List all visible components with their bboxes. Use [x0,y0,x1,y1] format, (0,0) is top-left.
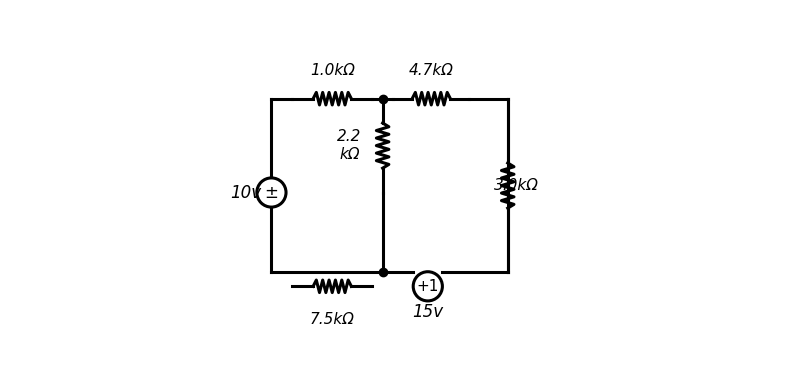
Text: 2.2
kΩ: 2.2 kΩ [338,129,362,162]
Text: ±: ± [265,184,278,201]
Text: 10v: 10v [230,184,261,201]
Text: 15v: 15v [412,303,443,321]
Text: 7.5kΩ: 7.5kΩ [310,312,354,327]
Text: 1.0kΩ: 1.0kΩ [310,64,354,79]
Text: 3.0kΩ: 3.0kΩ [494,178,539,193]
Text: 4.7kΩ: 4.7kΩ [409,64,454,79]
Text: +1: +1 [417,279,439,294]
